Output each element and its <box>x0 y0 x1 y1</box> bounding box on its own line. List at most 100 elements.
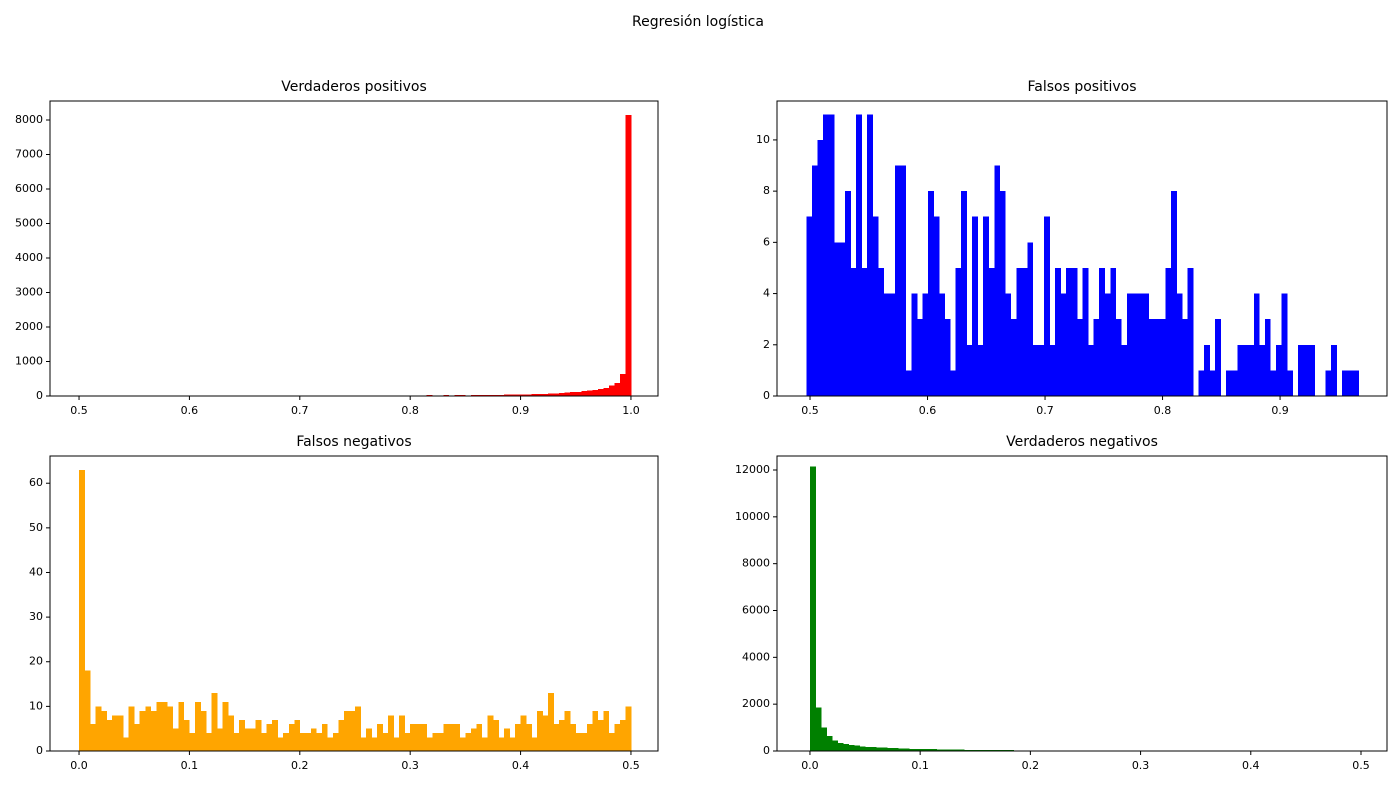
bar <box>128 706 135 751</box>
bar <box>388 715 394 751</box>
bar <box>925 749 932 751</box>
bar <box>476 724 483 751</box>
bar <box>504 394 510 396</box>
subplot-title: Verdaderos positivos <box>281 79 427 95</box>
bar <box>437 733 444 751</box>
y-tick-label: 1000 <box>15 355 43 368</box>
bar <box>283 733 290 751</box>
y-tick-label: 50 <box>29 521 43 534</box>
bar <box>1204 344 1210 396</box>
bar <box>161 701 168 751</box>
y-tick-label: 5000 <box>15 217 43 230</box>
bar <box>570 724 577 751</box>
bar <box>343 710 350 751</box>
y-tick-label: 10 <box>29 699 43 712</box>
y-tick-label: 12000 <box>735 463 770 476</box>
bar <box>277 737 284 751</box>
bar <box>614 382 621 396</box>
bar <box>586 390 593 396</box>
y-tick-label: 4000 <box>742 650 770 663</box>
bar <box>575 733 582 751</box>
bar <box>553 393 560 396</box>
bar <box>526 724 532 751</box>
bar <box>916 319 923 396</box>
bar <box>498 737 505 751</box>
bar <box>134 724 141 751</box>
bar <box>889 293 896 396</box>
bar <box>1154 319 1161 396</box>
x-tick-label: 0.3 <box>401 759 419 772</box>
bar <box>200 710 207 751</box>
bar <box>625 114 632 397</box>
y-tick-label: 4000 <box>15 251 43 264</box>
y-tick-label: 2 <box>763 338 770 351</box>
bar <box>559 719 566 751</box>
y-tick-label: 3000 <box>15 286 43 299</box>
bar <box>228 715 234 751</box>
bar <box>592 389 599 396</box>
bar <box>942 749 949 751</box>
bar <box>597 389 604 396</box>
bar <box>898 748 904 751</box>
bar <box>559 393 566 396</box>
bar <box>1331 344 1338 396</box>
bar <box>1115 319 1122 396</box>
bar <box>564 710 571 751</box>
bar <box>999 191 1006 396</box>
x-tick-label: 0.8 <box>401 404 419 417</box>
bar <box>1275 344 1282 396</box>
bar <box>537 393 543 396</box>
bar <box>404 733 411 751</box>
bar <box>101 710 107 751</box>
x-tick-label: 0.7 <box>291 404 309 417</box>
y-tick-label: 60 <box>29 476 43 489</box>
x-tick-label: 0.6 <box>919 404 937 417</box>
bar <box>410 724 417 751</box>
bar <box>1309 344 1315 396</box>
bar <box>834 242 840 396</box>
bar <box>492 394 499 396</box>
bar <box>980 749 987 751</box>
bar <box>95 706 102 751</box>
bar <box>865 746 871 751</box>
bar <box>944 319 951 396</box>
x-tick-label: 0.9 <box>1271 404 1289 417</box>
bar <box>1242 344 1249 396</box>
bar <box>189 733 196 751</box>
bar <box>205 733 212 751</box>
bar <box>371 737 378 751</box>
y-tick-label: 2000 <box>15 320 43 333</box>
bar <box>1027 242 1034 396</box>
bar <box>920 749 926 751</box>
bar <box>994 165 1001 396</box>
bar <box>872 216 879 396</box>
bar <box>928 191 934 396</box>
bar <box>1342 370 1349 396</box>
bar <box>1264 319 1271 396</box>
x-tick-label: 0.5 <box>622 759 640 772</box>
axes-frame <box>776 455 1388 752</box>
bar <box>498 394 505 396</box>
bar <box>856 114 863 396</box>
bar <box>1171 191 1177 396</box>
x-tick-label: 0.5 <box>801 404 819 417</box>
bar <box>603 710 610 751</box>
x-tick-label: 0.9 <box>512 404 530 417</box>
bar <box>382 733 389 751</box>
bar <box>255 719 262 751</box>
bar <box>426 737 433 751</box>
bar <box>1253 293 1260 396</box>
bar <box>988 267 995 396</box>
y-tick-label: 20 <box>29 655 43 668</box>
bar <box>1088 344 1094 396</box>
bar <box>1132 293 1139 396</box>
bar <box>608 733 615 751</box>
bar <box>531 394 538 396</box>
bar <box>520 394 527 396</box>
x-tick-label: 0.2 <box>1022 759 1040 772</box>
bar <box>377 724 383 751</box>
bar <box>470 728 477 751</box>
bar <box>1187 267 1194 396</box>
bar <box>1231 370 1238 396</box>
